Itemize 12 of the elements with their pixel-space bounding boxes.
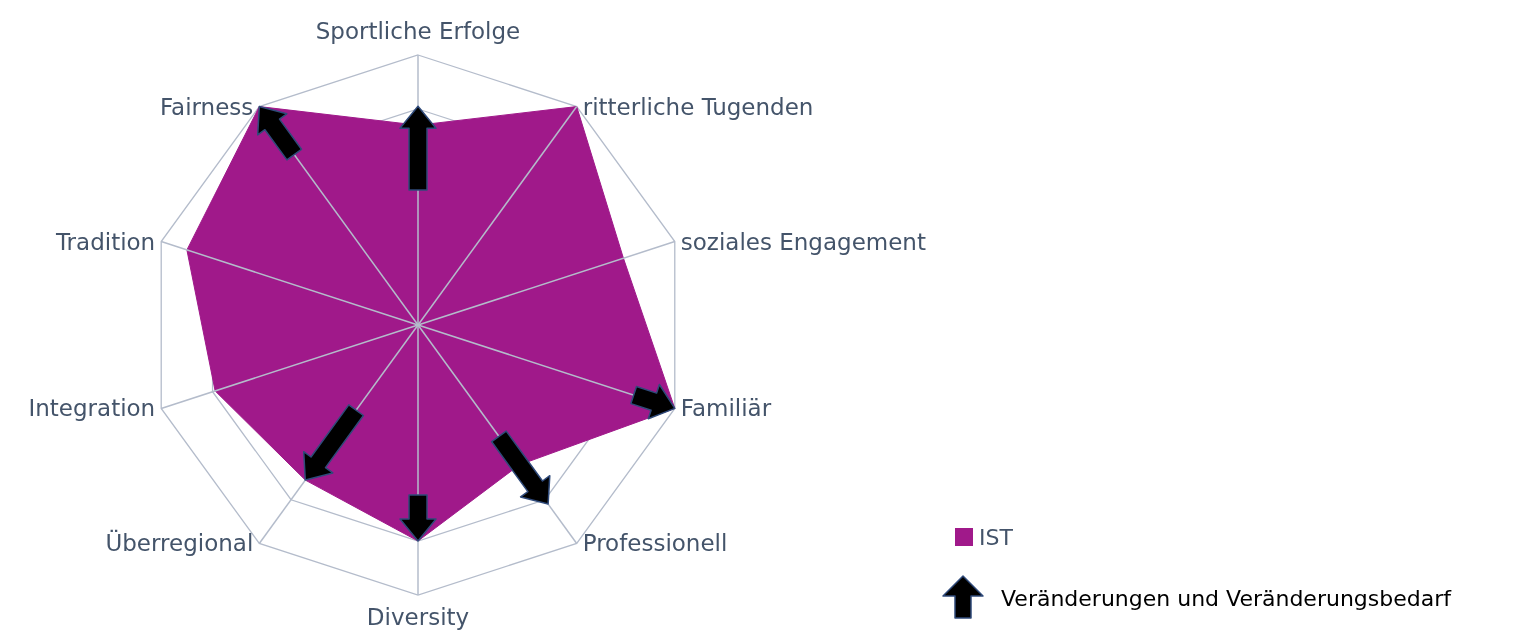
spoke-label: soziales Engagement [680, 228, 926, 255]
text: Veränderungen und Veränderungsbedarf [1001, 586, 1453, 611]
spoke-label: Fairness [159, 93, 254, 120]
spoke-label: Tradition [54, 228, 156, 255]
legend-label: IST [979, 525, 1014, 550]
spoke-label: Integration [28, 395, 156, 422]
spoke-label: Sportliche Erfolge [315, 18, 521, 44]
spoke-label: ritterliche Tugenden [582, 93, 814, 120]
spoke-label: Professionell [582, 530, 728, 557]
spoke-label: Überregional [105, 529, 254, 557]
spoke-label: Diversity [366, 604, 470, 630]
spoke-label: Familiär [680, 395, 772, 422]
